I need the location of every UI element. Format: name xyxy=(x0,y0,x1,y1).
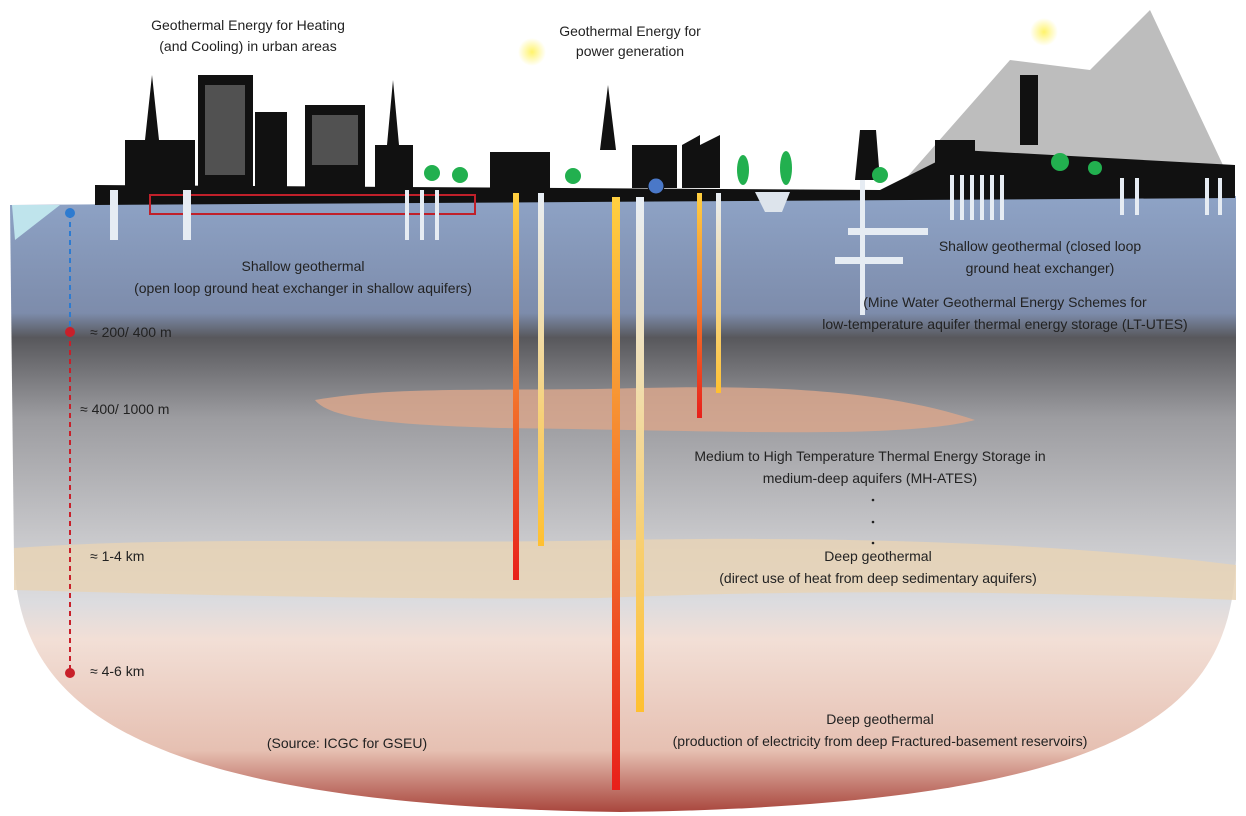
depth-label: ≈ 4-6 km xyxy=(90,663,144,679)
mh-ates-label: Medium to High Temperature Thermal Energ… xyxy=(694,448,1045,486)
source: (Source: ICGC for GSEU) xyxy=(267,735,427,751)
depth-label: ≈ 400/ 1000 m xyxy=(80,401,169,417)
scenery xyxy=(10,10,1236,812)
power-title: Geothermal Energy for power generation xyxy=(559,23,701,59)
heating-title: Geothermal Energy for Heating (and Coolin… xyxy=(151,17,345,54)
shallow-open-label: Shallow geothermal (open loop ground heat… xyxy=(134,258,472,296)
deep-electric-label: Deep geothermal (production of electricit… xyxy=(673,711,1088,749)
mine-water-label: (Mine Water Geothermal Energy Schemes fo… xyxy=(822,294,1187,332)
depth-label: ≈ 200/ 400 m xyxy=(90,324,172,340)
deep-direct-label: Deep geothermal (direct use of heat from … xyxy=(719,548,1037,586)
depth-label: ≈ 1-4 km xyxy=(90,548,144,564)
shallow-closed-label: Shallow geothermal (closed loop ground he… xyxy=(939,238,1142,276)
